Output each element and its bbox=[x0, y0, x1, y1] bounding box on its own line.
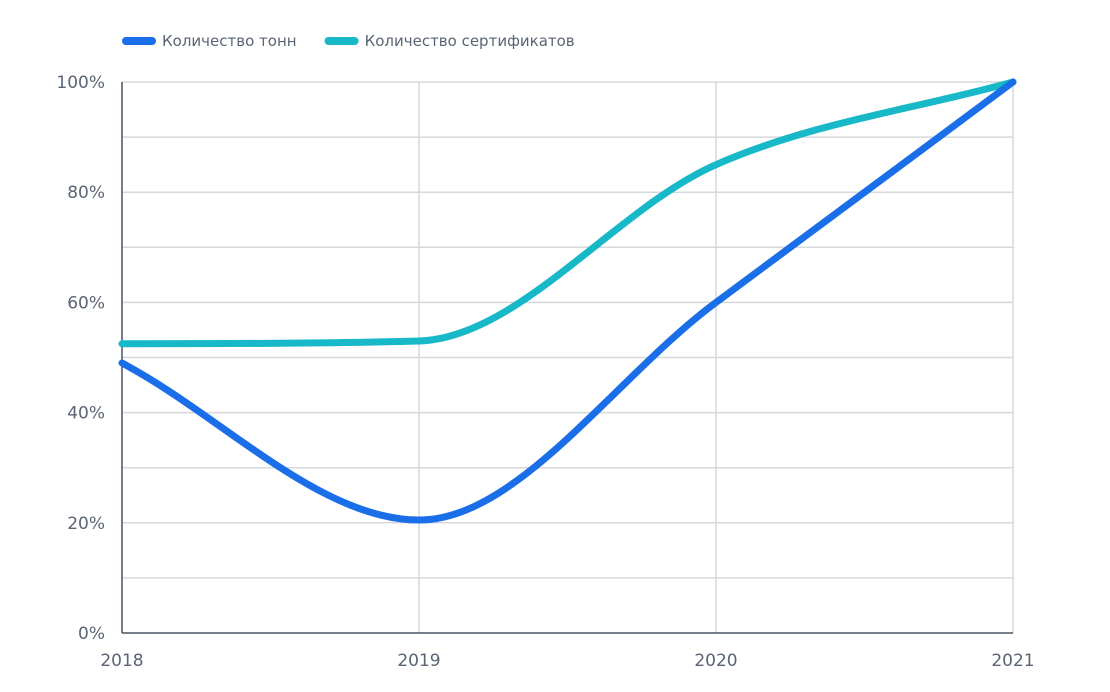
legend-label: Количество сертификатов bbox=[365, 32, 575, 50]
x-tick-label: 2021 bbox=[991, 651, 1034, 671]
x-tick-label: 2018 bbox=[100, 651, 143, 671]
series-layer bbox=[118, 78, 1017, 524]
axes bbox=[121, 82, 1013, 634]
series-line-1 bbox=[118, 78, 1017, 524]
grid bbox=[122, 81, 1014, 633]
legend-label: Количество тонн bbox=[162, 32, 297, 50]
y-tick-label: 20% bbox=[67, 514, 105, 534]
legend: Количество тонн Количество сертификатов bbox=[122, 32, 575, 50]
y-tick-label: 60% bbox=[67, 293, 105, 313]
y-tick-label: 80% bbox=[67, 183, 105, 203]
legend-swatch bbox=[324, 37, 359, 45]
x-tick-label: 2019 bbox=[397, 651, 440, 671]
series-line-2 bbox=[118, 78, 1017, 348]
y-tick-label: 0% bbox=[78, 624, 105, 644]
y-tick-label: 40% bbox=[67, 404, 105, 424]
tick-labels: 0% 20% 40% 60% 80% 100% 2018 2019 2020 2021 bbox=[56, 73, 1034, 671]
x-tick-label: 2020 bbox=[694, 651, 737, 671]
legend-swatch bbox=[122, 37, 156, 45]
y-tick-label: 100% bbox=[56, 73, 105, 93]
